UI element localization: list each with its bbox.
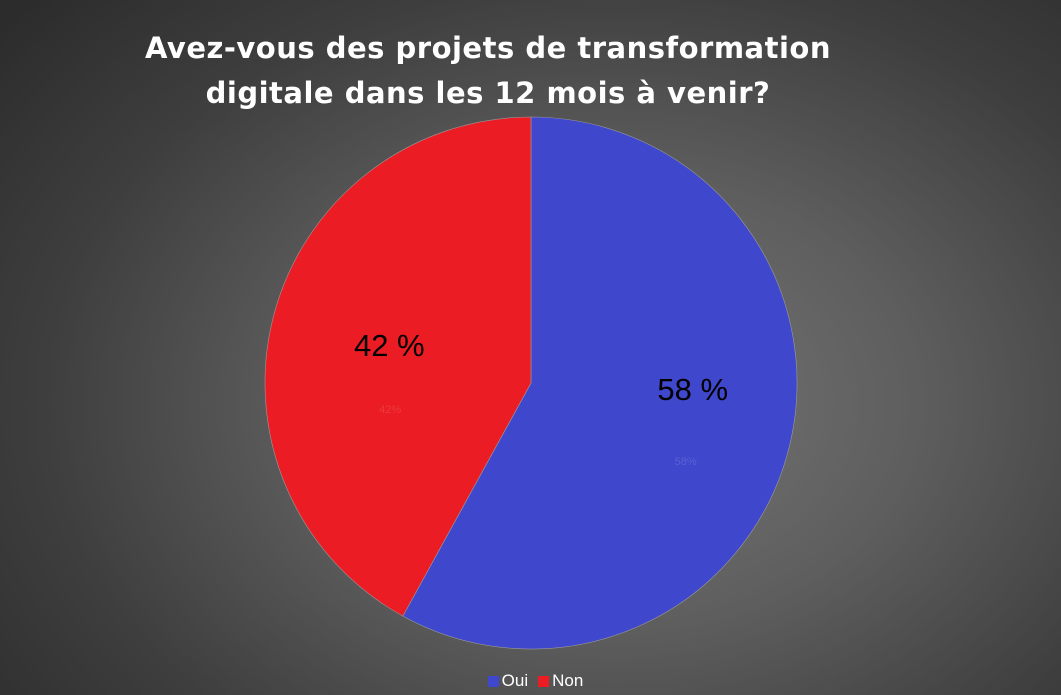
chart-title-line-1: Avez-vous des projets de transformation: [145, 31, 831, 65]
legend-swatch-non: [538, 675, 550, 687]
data-label-non: 42 %: [354, 328, 425, 363]
legend-item-non: Non: [538, 671, 583, 691]
pie-slice-non: [264, 116, 532, 617]
legend-label-oui: Oui: [501, 671, 529, 690]
legend-item-oui: Oui: [487, 671, 529, 691]
chart-title: Avez-vous des projets de transformation …: [88, 26, 888, 116]
data-label-oui: 58 %: [657, 372, 728, 407]
faint-label-oui: 58%: [675, 456, 697, 468]
legend-label-non: Non: [552, 671, 584, 690]
chart-title-line-2: digitale dans les 12 mois à venir?: [205, 76, 771, 110]
pie-slice-oui: [402, 116, 798, 650]
faint-label-non: 42%: [379, 404, 401, 416]
legend: Oui Non: [0, 671, 1061, 691]
legend-swatch-oui: [487, 675, 499, 687]
